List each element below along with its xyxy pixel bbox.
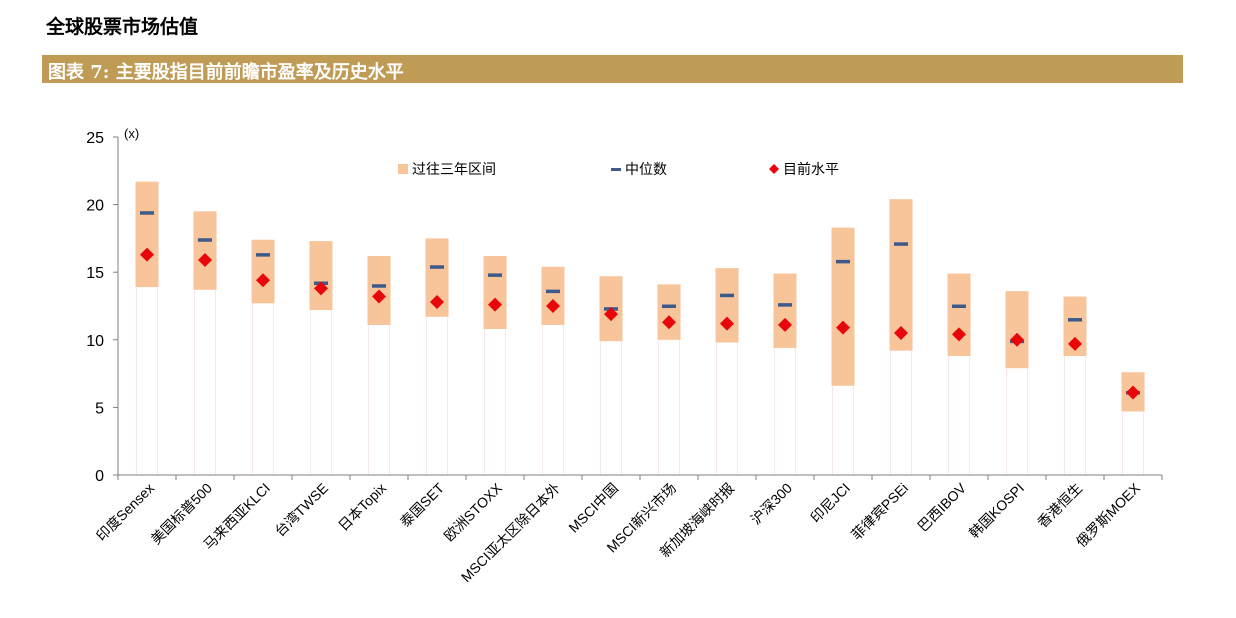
median-marker [894, 242, 908, 246]
range-band [541, 266, 565, 325]
current-marker [430, 294, 444, 309]
figure-title: 图表 7: 主要股指目前前瞻市盈率及历史水平 [48, 62, 404, 83]
x-tick-label: 印尼JCI [807, 480, 853, 526]
y-tick-label: 5 [95, 400, 104, 417]
range-band [135, 181, 159, 288]
current-marker [256, 273, 270, 288]
median-marker [372, 284, 386, 288]
median-marker [1068, 318, 1082, 322]
axes [113, 136, 1163, 480]
x-tick-label: 韩国KOSPI [966, 480, 1027, 541]
current-marker [662, 315, 676, 330]
x-tick-label: 泰国SET [397, 479, 448, 530]
x-tick-label: 香港恒生 [1034, 480, 1085, 531]
current-marker [836, 320, 850, 335]
legend-band-swatch [398, 164, 408, 174]
current-marker [488, 297, 502, 312]
median-marker [430, 265, 444, 269]
current-marker [1068, 336, 1082, 351]
range-band [715, 268, 739, 343]
current-marker [372, 289, 386, 304]
three-year-range-bands [135, 181, 1145, 412]
median-marker [662, 304, 676, 308]
legend-current-swatch [769, 164, 779, 174]
current-marker [604, 307, 618, 322]
x-tick-label: MSCI中国 [565, 480, 621, 536]
current-marker [140, 247, 154, 262]
current-marker [314, 281, 328, 296]
legend-current-label: 目前水平 [783, 161, 839, 178]
current-marker [952, 327, 966, 342]
median-marker [952, 304, 966, 308]
median-marker [720, 293, 734, 298]
figure-title-bar: 图表 7: 主要股指目前前瞻市盈率及历史水平 [42, 55, 1183, 83]
range-band [947, 273, 971, 357]
legend-band-label: 过往三年区间 [412, 162, 496, 178]
y-tick-label: 0 [95, 468, 104, 485]
faint-column-lines [136, 287, 1144, 475]
x-tick-label: 台湾TWSE [271, 480, 331, 540]
range-band [193, 211, 217, 290]
range-band [773, 273, 797, 348]
legend-median-label: 中位数 [625, 162, 667, 178]
range-band [425, 238, 449, 317]
y-tick-label: 25 [86, 130, 104, 147]
current-marker [720, 316, 734, 331]
x-tick-label: MSCI亚太区除日本外 [458, 480, 563, 585]
range-band [889, 199, 913, 351]
range-band [309, 241, 333, 311]
range-band [1005, 291, 1029, 369]
x-tick-label: 巴西IBOV [914, 479, 969, 534]
median-marker [140, 211, 154, 215]
median-marker [778, 303, 792, 307]
x-tick-label: 日本Topix [335, 480, 389, 534]
current-level-markers [140, 247, 1140, 400]
y-tick-label: 10 [86, 333, 104, 350]
range-band [1063, 296, 1087, 357]
current-marker [198, 253, 212, 268]
current-marker [1126, 385, 1140, 400]
median-marker [488, 273, 502, 277]
y-tick-label: 15 [86, 265, 104, 282]
range-band [483, 255, 507, 329]
legend-median-swatch [611, 168, 621, 171]
x-tick-label: 印度Sensex [93, 480, 157, 544]
median-marker [546, 289, 560, 294]
range-band [831, 227, 855, 386]
current-marker [778, 317, 792, 332]
x-tick-label: 菲律宾PSEi [848, 480, 911, 543]
median-marker [836, 259, 850, 264]
current-marker [894, 326, 908, 341]
y-tick-label: 20 [86, 198, 104, 215]
median-marker [256, 253, 270, 257]
range-band [251, 239, 275, 304]
y-unit-label: (x) [124, 126, 139, 141]
page-heading: 全球股票市场估值 [46, 16, 199, 38]
current-marker [1010, 332, 1024, 347]
y-tick-labels: 0 5 10 15 20 25 [86, 130, 104, 485]
current-marker [546, 299, 560, 313]
range-band [657, 284, 681, 340]
median-marker [198, 238, 212, 242]
median-markers [140, 211, 1140, 395]
legend: 过往三年区间 中位数 目前水平 [398, 161, 839, 178]
x-tick-label: 沪深300 [747, 480, 795, 528]
